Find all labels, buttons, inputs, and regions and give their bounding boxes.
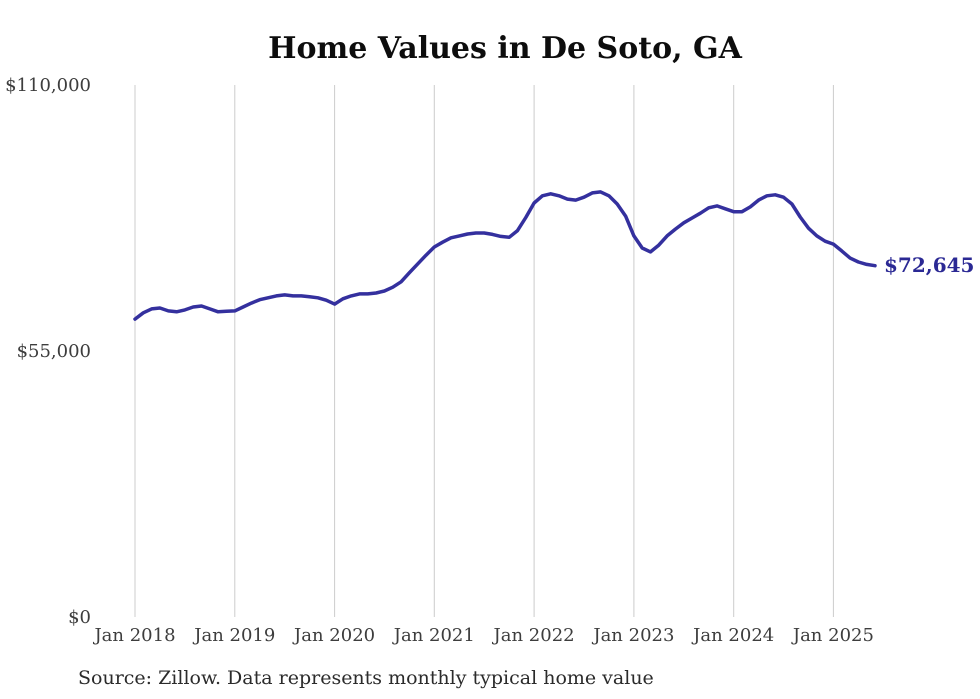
- ytick-110000: $110,000: [5, 75, 91, 96]
- year-gridlines: [134, 85, 834, 617]
- ytick-55000: $55,000: [17, 341, 91, 362]
- ytick-0: $0: [68, 607, 91, 628]
- xtick-jan-2023: Jan 2023: [591, 625, 674, 646]
- xtick-jan-2018: Jan 2018: [92, 625, 175, 646]
- y-axis-tick-labels: $0 $55,000 $110,000: [5, 75, 91, 628]
- chart-title: Home Values in De Soto, GA: [268, 31, 742, 66]
- xtick-jan-2020: Jan 2020: [292, 625, 375, 646]
- xtick-jan-2022: Jan 2022: [492, 625, 575, 646]
- xtick-jan-2019: Jan 2019: [192, 625, 275, 646]
- xtick-jan-2021: Jan 2021: [392, 625, 475, 646]
- source-note: Source: Zillow. Data represents monthly …: [78, 667, 654, 689]
- xtick-jan-2025: Jan 2025: [791, 625, 874, 646]
- end-value-label: $72,645: [884, 253, 974, 277]
- xtick-jan-2024: Jan 2024: [691, 625, 774, 646]
- home-value-line-series: [133, 190, 877, 321]
- x-axis-tick-labels: Jan 2018 Jan 2019 Jan 2020 Jan 2021 Jan 2022…: [92, 625, 873, 646]
